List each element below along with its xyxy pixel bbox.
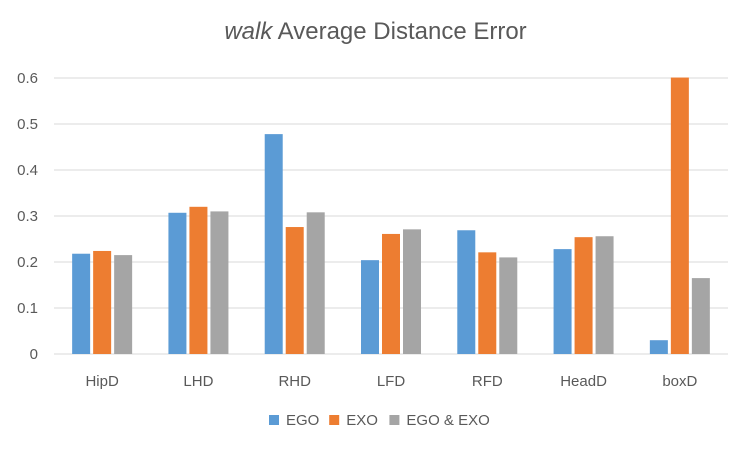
bar-HipD-EGO-EXO (114, 255, 133, 354)
x-tick-label-4: RFD (472, 373, 503, 390)
bar-boxD-EGO (649, 340, 668, 354)
x-tick-label-5: HeadD (560, 373, 607, 390)
x-axis-ticks: HipD LHD RHD LFD RFD HeadD boxD (85, 373, 697, 390)
chart-title-italic: walk (224, 18, 273, 45)
bar-RHD-EXO (285, 227, 304, 354)
x-tick-label-0: HipD (85, 373, 119, 390)
x-tick-label-6: boxD (662, 373, 697, 390)
y-tick-label-6: 0.6 (17, 70, 38, 87)
legend-swatch-1 (329, 415, 340, 425)
chart-title-rest: Average Distance Error (277, 18, 527, 45)
legend-swatch-0 (269, 415, 279, 425)
bar-RHD-EGO (264, 134, 283, 354)
bar-RHD-EGO-EXO (306, 212, 325, 354)
y-tick-label-3: 0.3 (17, 208, 38, 225)
x-tick-label-2: RHD (278, 373, 311, 390)
bar-boxD-EXO (670, 77, 689, 354)
y-tick-label-4: 0.4 (17, 162, 38, 179)
y-tick-label-0: 0 (30, 346, 38, 363)
bar-HeadD-EGO-EXO (595, 236, 614, 354)
bar-boxD-EGO-EXO (691, 278, 710, 354)
bar-LHD-EGO (168, 212, 187, 354)
legend-label-2: EGO & EXO (406, 412, 489, 429)
x-tick-label-1: LHD (183, 373, 213, 390)
x-tick-label-3: LFD (377, 373, 406, 390)
legend-swatch-2 (389, 415, 400, 425)
bar-HeadD-EXO (574, 237, 593, 354)
bar-LFD-EGO (361, 260, 379, 354)
chart-title: walk Average Distance Error (0, 18, 751, 46)
bar-LFD-EGO-EXO (403, 229, 421, 354)
y-tick-label-2: 0.2 (17, 254, 38, 271)
y-axis-ticks: 0 0.1 0.2 0.3 0.4 0.5 0.6 (17, 70, 38, 363)
legend-label-0: EGO (286, 412, 319, 429)
bar-HeadD-EGO (553, 249, 572, 354)
legend-label-1: EXO (346, 412, 378, 429)
y-tick-label-1: 0.1 (17, 300, 38, 317)
bar-RFD-EGO (457, 230, 476, 354)
legend: EGO EXO EGO & EXO (269, 412, 490, 429)
bar-LHD-EGO-EXO (210, 211, 229, 354)
bar-HipD-EXO (93, 250, 112, 354)
bar-LHD-EXO (189, 206, 208, 354)
bars (72, 77, 710, 354)
y-tick-label-5: 0.5 (17, 116, 38, 133)
bar-RFD-EGO-EXO (499, 257, 518, 354)
bar-LFD-EXO (382, 233, 400, 354)
bar-RFD-EXO (478, 252, 497, 354)
bar-HipD-EGO (72, 253, 91, 354)
